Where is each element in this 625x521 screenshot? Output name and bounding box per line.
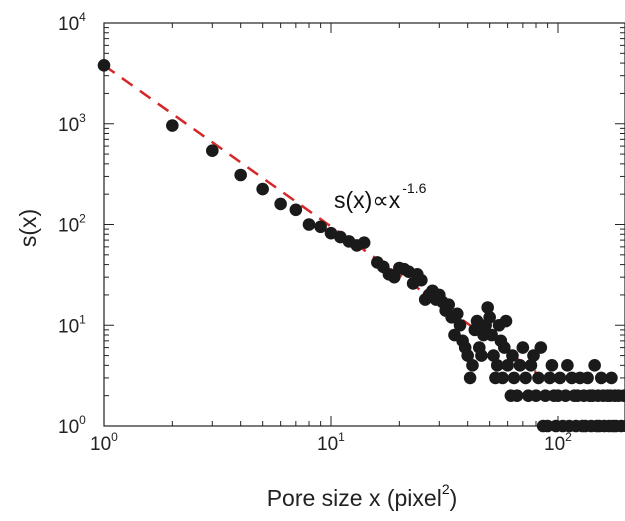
y-tick-label: 103 xyxy=(58,111,86,136)
data-point xyxy=(535,341,548,354)
x-axis-label-main: Pore size x (pixel xyxy=(267,485,442,511)
x-axis-label: Pore size x (pixel2) xyxy=(267,481,458,511)
data-point xyxy=(500,315,513,328)
x-tick-exponent: 0 xyxy=(111,430,118,444)
data-point xyxy=(454,319,467,332)
data-point xyxy=(554,372,567,385)
x-tick-exponent: 1 xyxy=(338,430,345,444)
annotation-text: s(x)∝x xyxy=(334,187,401,213)
data-point xyxy=(451,307,464,320)
x-tick-label: 101 xyxy=(317,430,345,455)
data-point xyxy=(166,119,179,132)
data-point xyxy=(511,389,524,402)
data-point xyxy=(314,220,327,233)
data-point xyxy=(496,372,509,385)
data-point xyxy=(581,372,594,385)
data-point xyxy=(358,236,371,249)
y-tick-exponent: 3 xyxy=(79,111,86,125)
data-point xyxy=(290,203,303,216)
data-point xyxy=(517,341,530,354)
data-point xyxy=(274,198,287,211)
y-tick-label: 101 xyxy=(58,312,86,337)
x-tick-label: 102 xyxy=(544,430,572,455)
data-point xyxy=(415,274,428,287)
data-point xyxy=(519,372,532,385)
y-tick-exponent: 2 xyxy=(79,212,86,226)
data-point xyxy=(532,372,545,385)
data-point xyxy=(256,183,269,196)
data-point xyxy=(561,359,574,372)
y-tick-label: 102 xyxy=(58,212,86,237)
data-point xyxy=(605,372,618,385)
annotation-exponent: -1.6 xyxy=(402,180,426,196)
data-point xyxy=(546,359,559,372)
y-axis-label: s(x) xyxy=(15,209,41,247)
y-tick-label: 100 xyxy=(58,413,86,438)
data-point xyxy=(475,349,488,362)
data-point xyxy=(514,359,527,372)
y-tick-label: 104 xyxy=(58,10,86,35)
y-tick-exponent: 1 xyxy=(79,312,86,326)
y-tick-exponent: 0 xyxy=(79,413,86,427)
data-point xyxy=(234,169,247,182)
data-point xyxy=(466,359,479,372)
data-point xyxy=(508,372,521,385)
x-tick-label: 100 xyxy=(90,430,118,455)
data-point xyxy=(303,218,316,231)
data-point xyxy=(206,144,219,157)
data-point xyxy=(588,359,601,372)
y-tick-exponent: 4 xyxy=(79,10,86,24)
x-axis-label-suffix: ) xyxy=(450,485,458,511)
data-point xyxy=(464,372,477,385)
x-axis-label-sup: 2 xyxy=(442,481,450,497)
data-point xyxy=(98,59,111,72)
